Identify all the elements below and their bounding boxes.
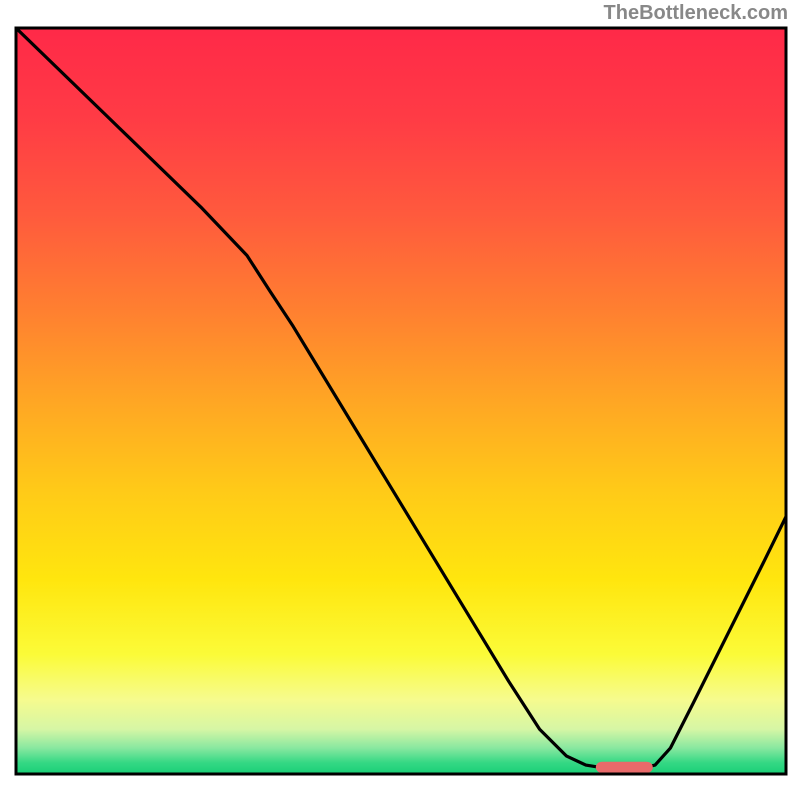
chart-container: { "watermark": { "text": "TheBottleneck.… <box>0 0 800 800</box>
watermark-text: TheBottleneck.com <box>604 2 788 25</box>
gradient-curve-chart <box>0 0 800 800</box>
optimal-marker <box>596 762 653 773</box>
